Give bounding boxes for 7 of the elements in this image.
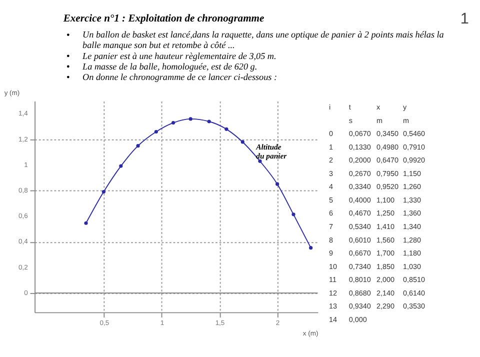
text: La masse de la balle, homologuée, est de 620 g. (82, 61, 258, 72)
text: Le panier est à une hauteur règlementaire de 3,05 m. (82, 50, 276, 61)
text: 1 (460, 10, 469, 28)
annotation: Altitude du panier (255, 142, 288, 160)
text: Exercice n°1 : Exploitation de chronogramme (62, 13, 264, 24)
text: Un ballon de basket est lancé,dans la raquette, dans une optique de panier à 2 points mais hélas la balle manque son but et retombe à côté ... (82, 30, 444, 50)
text: On donne le chronogramme de ce lancer ci-dessous : (82, 72, 278, 82)
